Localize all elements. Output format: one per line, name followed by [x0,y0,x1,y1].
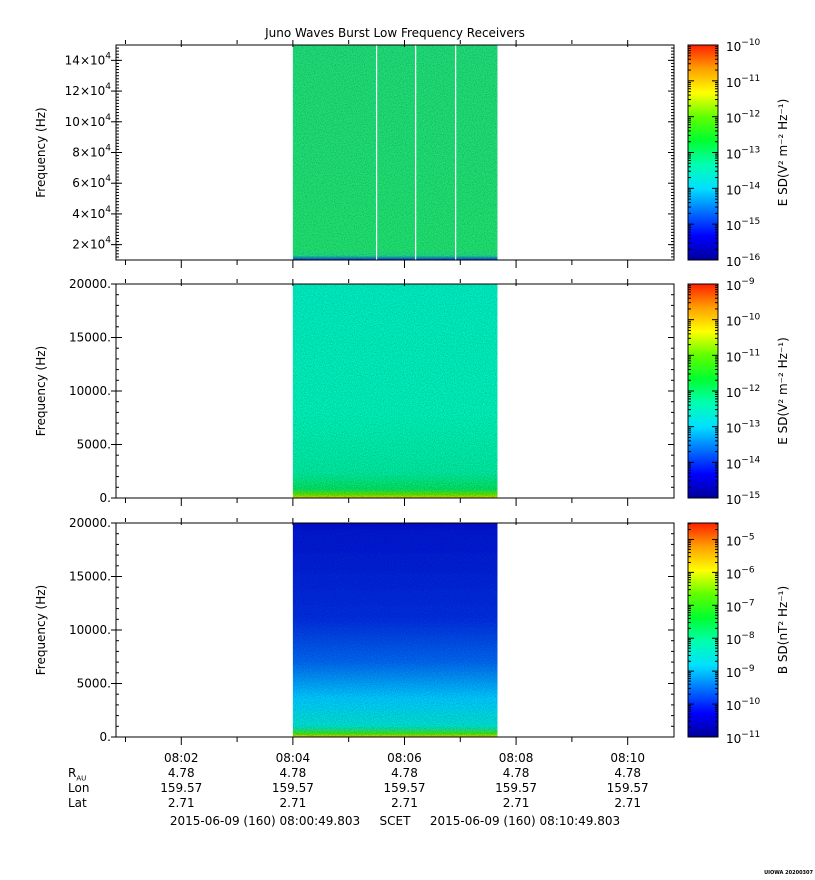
top-spectrogram [292,45,498,260]
x-tick-label: 08:06 [387,751,422,765]
bottom-colorbar-tick-label: 10−10 [726,697,761,713]
ephemeris-value: 2.71 [502,796,530,810]
ephemeris-value: 4.78 [279,766,307,780]
ephemeris-value: 159.57 [495,781,538,795]
ephemeris-value: 2.71 [279,796,307,810]
ephemeris-row-label: Lat [68,796,87,810]
top-y-tick-label: 4×104 [72,205,111,221]
ephemeris-value: 2.71 [614,796,642,810]
top-colorbar-tick-label: 10−11 [726,74,760,90]
bottom-colorbar-tick-label: 10−7 [726,598,755,614]
bottom-y-tick-label: 5000. [77,677,111,691]
bottom-y-tick-label: 10000. [69,623,111,637]
middle-colorbar-tick-label: 10−13 [726,420,760,436]
top-colorbar-tick-label: 10−10 [726,38,761,54]
middle-colorbar-label: E SD(V² m⁻² Hz⁻¹) [776,337,790,445]
ephemeris-value: 159.57 [160,781,203,795]
top-colorbar-tick-label: 10−14 [726,181,761,197]
ephemeris-value: 4.78 [167,766,195,780]
middle-colorbar-tick-label: 10−11 [726,348,760,364]
top-y-tick-label: 12×104 [65,82,112,98]
middle-y-tick-label: 20000. [69,277,111,291]
top-colorbar-tick-label: 10−16 [726,253,761,269]
top-y-tick-label: 14×104 [65,51,112,67]
x-tick-label: 08:10 [610,751,645,765]
ephemeris-row-label: RAU [68,766,87,783]
middle-colorbar-tick-label: 10−15 [726,491,760,507]
middle-colorbar-tick-label: 10−14 [726,455,761,471]
chart-title: Juno Waves Burst Low Frequency Receivers [264,26,525,40]
top-y-axis-label: Frequency (Hz) [34,107,48,198]
top-colorbar-label: E SD(V² m⁻² Hz⁻¹) [776,99,790,207]
top-y-tick-label: 8×104 [72,144,111,160]
top-colorbar-tick-label: 10−12 [726,110,760,126]
ephemeris-value: 4.78 [614,766,642,780]
middle-y-tick-label: 0. [100,491,111,505]
middle-y-tick-label: 5000. [77,438,111,452]
credit-label: UIOWA 20200307 [764,870,813,876]
ephemeris-value: 2.71 [391,796,418,810]
middle-y-tick-label: 15000. [69,331,111,345]
top-y-tick-label: 6×104 [72,174,111,190]
bottom-spectrogram [292,523,498,737]
middle-y-tick-label: 10000. [69,384,111,398]
middle-spectrogram [292,284,498,498]
bottom-y-tick-label: 15000. [69,570,111,584]
top-y-tick-label: 10×104 [65,113,112,129]
ephemeris-row-label: Lon [68,781,90,795]
footer-end-time: 2015-06-09 (160) 08:10:49.803 [429,814,621,828]
bottom-y-tick-label: 0. [100,730,111,744]
x-tick-label: 08:02 [163,751,199,765]
bottom-colorbar-tick-label: 10−6 [726,565,755,581]
ephemeris-value: 159.57 [606,781,649,795]
ephemeris-value: 4.78 [391,766,418,780]
middle-colorbar-tick-label: 10−9 [726,277,755,293]
bottom-colorbar [688,523,718,737]
ephemeris-value: 159.57 [383,781,426,795]
bottom-colorbar-label: B SD(nT² Hz⁻¹) [776,586,790,674]
top-y-tick-label: 2×104 [72,236,111,252]
bottom-colorbar-tick-label: 10−11 [726,730,760,746]
bottom-colorbar-tick-label: 10−5 [726,532,755,548]
x-tick-label: 08:04 [275,751,311,765]
footer-frame: SCET [379,814,411,828]
top-colorbar-tick-label: 10−15 [726,217,760,233]
ephemeris-value: 4.78 [502,766,530,780]
bottom-colorbar-tick-label: 10−8 [726,631,755,647]
bottom-colorbar-tick-label: 10−9 [726,664,755,680]
middle-colorbar-tick-label: 10−10 [726,313,761,329]
ephemeris-value: 2.71 [167,796,195,810]
bottom-y-axis-label: Frequency (Hz) [34,585,48,676]
middle-y-axis-label: Frequency (Hz) [34,346,48,437]
middle-colorbar-tick-label: 10−12 [726,384,760,400]
ephemeris-value: 159.57 [271,781,314,795]
bottom-colorbar-frame [687,522,719,738]
x-tick-label: 08:08 [498,751,534,765]
top-colorbar-tick-label: 10−13 [726,146,760,162]
footer-start-time: 2015-06-09 (160) 08:00:49.803 [169,814,361,828]
bottom-y-tick-label: 20000. [69,516,111,530]
